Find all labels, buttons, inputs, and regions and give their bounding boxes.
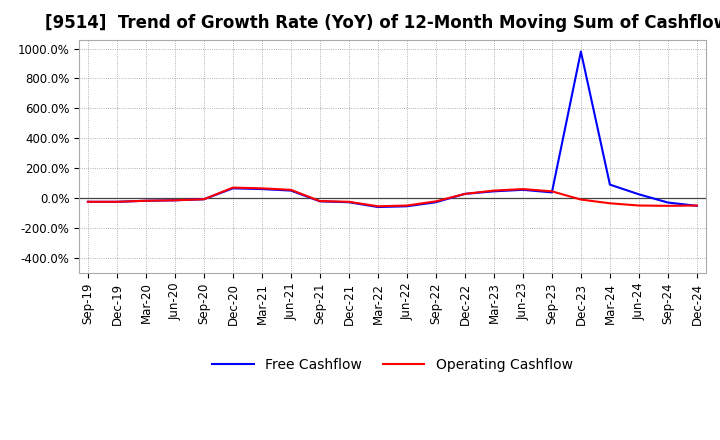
Free Cashflow xyxy=(461,191,469,197)
Free Cashflow xyxy=(84,199,92,205)
Free Cashflow xyxy=(518,187,527,192)
Operating Cashflow xyxy=(258,186,266,191)
Operating Cashflow xyxy=(315,198,324,204)
Operating Cashflow xyxy=(606,201,614,206)
Operating Cashflow xyxy=(664,203,672,209)
Free Cashflow xyxy=(402,204,411,209)
Title: [9514]  Trend of Growth Rate (YoY) of 12-Month Moving Sum of Cashflows: [9514] Trend of Growth Rate (YoY) of 12-… xyxy=(45,15,720,33)
Operating Cashflow xyxy=(374,204,382,209)
Free Cashflow xyxy=(548,190,557,195)
Line: Operating Cashflow: Operating Cashflow xyxy=(88,187,697,206)
Operating Cashflow xyxy=(142,198,150,203)
Free Cashflow xyxy=(315,199,324,204)
Free Cashflow xyxy=(112,199,121,205)
Free Cashflow xyxy=(171,198,179,203)
Free Cashflow xyxy=(287,188,295,193)
Operating Cashflow xyxy=(112,199,121,205)
Operating Cashflow xyxy=(548,189,557,194)
Free Cashflow xyxy=(345,200,354,205)
Operating Cashflow xyxy=(287,187,295,192)
Free Cashflow xyxy=(374,205,382,210)
Free Cashflow xyxy=(606,182,614,187)
Free Cashflow xyxy=(490,189,498,194)
Free Cashflow xyxy=(199,197,208,202)
Operating Cashflow xyxy=(199,197,208,202)
Operating Cashflow xyxy=(490,188,498,193)
Operating Cashflow xyxy=(402,203,411,208)
Free Cashflow xyxy=(142,198,150,203)
Operating Cashflow xyxy=(461,191,469,197)
Free Cashflow xyxy=(258,187,266,192)
Free Cashflow xyxy=(228,186,237,191)
Operating Cashflow xyxy=(693,203,701,208)
Operating Cashflow xyxy=(171,198,179,203)
Operating Cashflow xyxy=(345,199,354,205)
Free Cashflow xyxy=(664,200,672,205)
Free Cashflow xyxy=(634,192,643,197)
Free Cashflow xyxy=(577,49,585,54)
Operating Cashflow xyxy=(84,199,92,205)
Operating Cashflow xyxy=(518,187,527,192)
Line: Free Cashflow: Free Cashflow xyxy=(88,51,697,207)
Legend: Free Cashflow, Operating Cashflow: Free Cashflow, Operating Cashflow xyxy=(207,353,578,378)
Operating Cashflow xyxy=(228,185,237,190)
Free Cashflow xyxy=(693,203,701,209)
Operating Cashflow xyxy=(577,197,585,202)
Operating Cashflow xyxy=(634,203,643,208)
Operating Cashflow xyxy=(431,199,440,204)
Free Cashflow xyxy=(431,200,440,205)
